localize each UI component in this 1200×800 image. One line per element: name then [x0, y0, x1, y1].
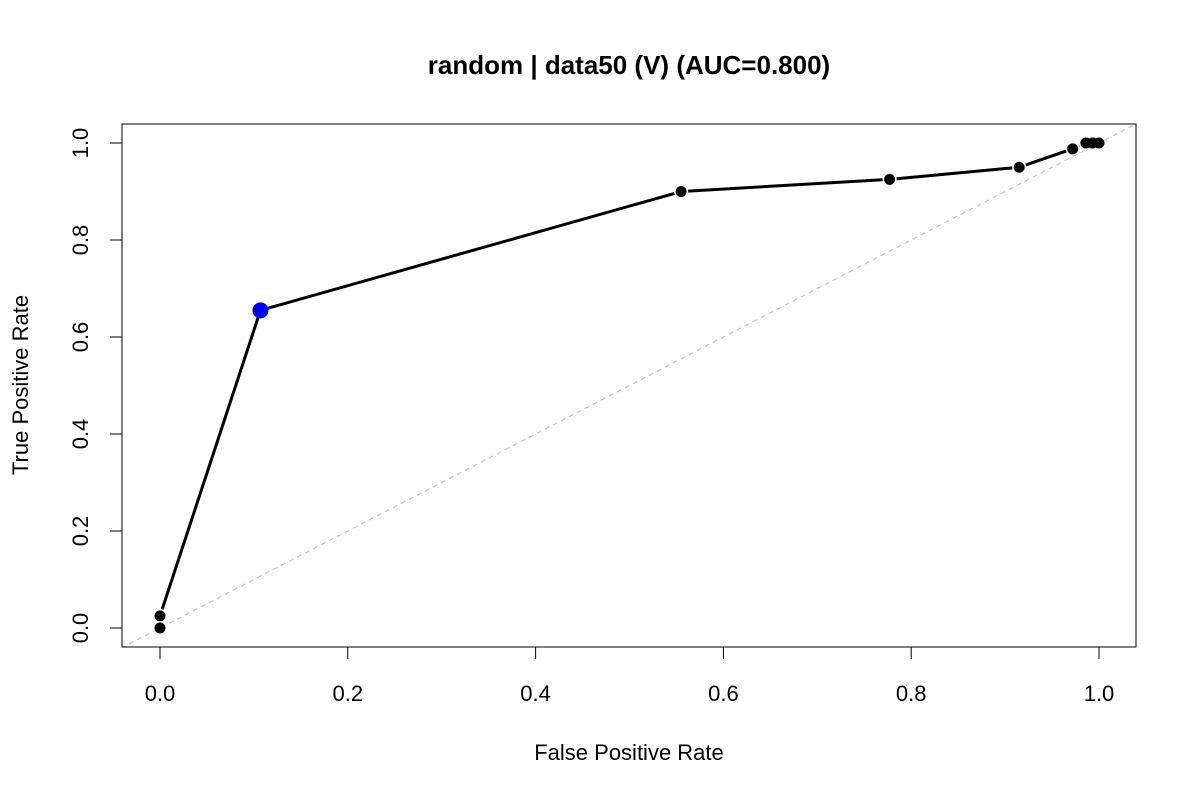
y-tick-label: 1.0	[68, 128, 93, 159]
roc-curve-segment	[896, 166, 1013, 181]
y-tick-label: 0.2	[68, 516, 93, 547]
highlight-point	[252, 302, 269, 319]
axes: 0.0 0.2 0.4 0.6 0.8 1.0 0.0 0.2 0.4 0.6 0.8 1.0	[68, 123, 1137, 706]
x-tick-label: 0.8	[896, 681, 927, 706]
roc-point	[1067, 143, 1079, 155]
x-tick-label: 1.0	[1084, 681, 1115, 706]
x-tick-label: 0.4	[520, 681, 551, 706]
y-tick-label: 0.6	[68, 322, 93, 353]
plot-area	[122, 124, 1136, 647]
y-axis-label: True Positive Rate	[8, 295, 33, 475]
roc-point	[154, 622, 166, 634]
y-tick-label: 0.4	[68, 419, 93, 450]
roc-curve-segment	[1025, 149, 1067, 167]
roc-point	[1093, 137, 1105, 149]
roc-point	[1013, 161, 1025, 173]
roc-curve-segment	[688, 178, 883, 193]
x-tick-label: 0.0	[145, 681, 176, 706]
reference-diagonal-line	[122, 124, 1136, 647]
roc-point	[675, 186, 687, 197]
x-tick-label: 0.2	[333, 681, 364, 706]
y-tick-label: 0.0	[68, 613, 93, 644]
chart-title: random | data50 (V) (AUC=0.800)	[428, 50, 830, 80]
roc-curve-segment	[266, 191, 675, 310]
roc-curve-segment	[160, 316, 260, 610]
roc-point	[154, 610, 166, 622]
x-axis-label: False Positive Rate	[534, 740, 724, 765]
y-tick-label: 0.8	[68, 225, 93, 256]
x-tick-label: 0.6	[708, 681, 739, 706]
roc-point	[884, 173, 896, 185]
